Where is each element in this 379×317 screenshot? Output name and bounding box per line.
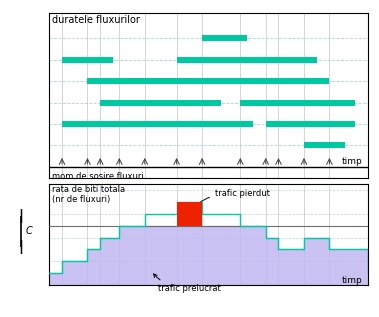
Text: trafic prelucrat: trafic prelucrat <box>153 274 220 293</box>
Text: timp: timp <box>342 157 363 166</box>
Text: |: | <box>18 240 23 254</box>
Text: rata de biti totala
(nr de fluxuri): rata de biti totala (nr de fluxuri) <box>52 185 125 204</box>
Text: mom de sosire fluxuri: mom de sosire fluxuri <box>52 172 144 181</box>
Text: trafic pierdut: trafic pierdut <box>189 189 270 211</box>
Text: C: C <box>26 226 33 236</box>
Bar <box>177 202 202 226</box>
Text: timp: timp <box>342 276 363 285</box>
Text: duratele fluxurilor: duratele fluxurilor <box>52 15 140 25</box>
Text: |: | <box>18 209 23 223</box>
